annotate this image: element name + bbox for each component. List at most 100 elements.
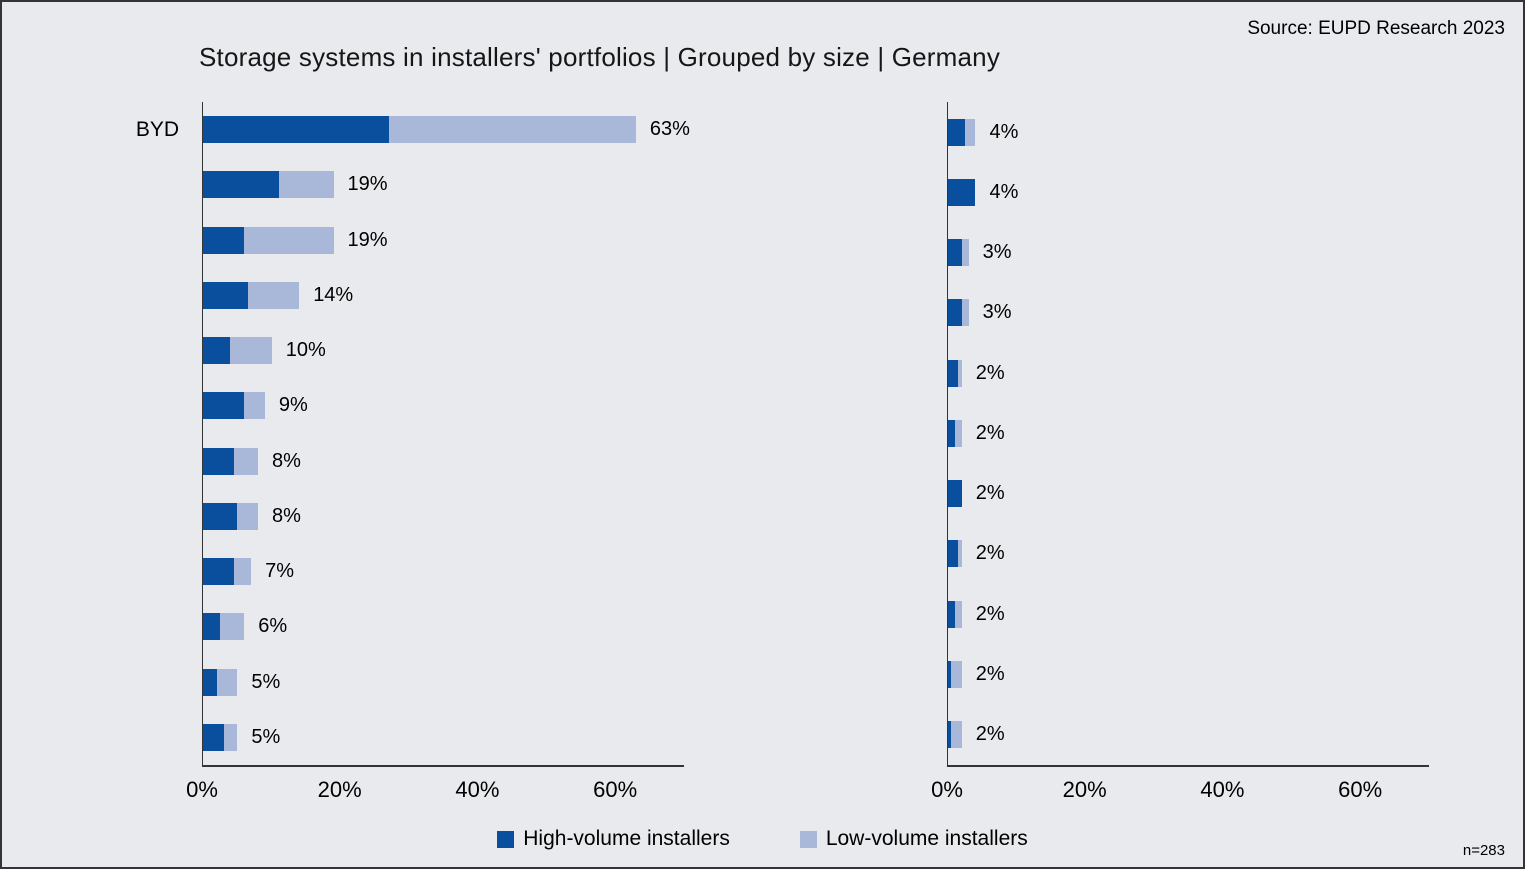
bar-track: 9% <box>203 392 684 420</box>
bar-segment-low-volume <box>961 299 969 327</box>
bar-track: 2% <box>948 419 1429 447</box>
bar-segment-high-volume <box>948 480 962 508</box>
bar-row: 7% <box>203 558 684 586</box>
bar-value-label: 19% <box>347 228 388 251</box>
bar-row: 9% <box>203 392 684 420</box>
bar-row: 2% <box>948 359 1429 387</box>
legend-swatch-high-volume <box>497 830 515 848</box>
x-tick-label: 0% <box>931 777 963 802</box>
bar-row: 2% <box>948 480 1429 508</box>
bar-segment-low-volume <box>958 540 962 568</box>
bar-row: 2% <box>948 540 1429 568</box>
bar-segment-low-volume <box>951 721 962 749</box>
bar-value-label: 8% <box>271 449 301 472</box>
legend-label-low-volume: Low-volume installers <box>825 827 1028 850</box>
bar-track: 4% <box>948 118 1429 146</box>
bar-segment-high-volume <box>203 171 279 199</box>
bar-row: BYD 63% <box>136 116 690 144</box>
bar-track: 7% <box>203 558 684 586</box>
bar-track: 19% <box>203 171 684 199</box>
bar-track: 14% <box>203 281 684 309</box>
chart-high-detail-left: BYD 63% 19% 19% 14% 10% 9% 8% 8% 7% 6% 5% 5% 0% 20% 40… <box>136 102 690 807</box>
bar-row: 19% <box>203 171 684 199</box>
chart-low-detail-right: 4% 4% 3% 3% 2% 2% 2% 2% 2% 2% 2% 0% 20% 40% 60% <box>931 102 1429 807</box>
bar-row: 6% <box>203 613 684 641</box>
bar-segment-high-volume <box>948 299 962 327</box>
x-axis-ticks: 0% 20% 40% 60% <box>931 767 1429 807</box>
bar-segment-high-volume <box>203 558 234 586</box>
chart-title: Storage systems in installers' portfolio… <box>199 42 1001 72</box>
bar-value-label: 14% <box>313 283 354 306</box>
bar-row: 5% <box>203 723 684 751</box>
bar-track: 2% <box>948 721 1429 749</box>
bar-track: 5% <box>203 723 684 751</box>
bar-segment-low-volume <box>244 226 334 254</box>
bar-row: 5% <box>203 668 684 696</box>
bar-segment-high-volume <box>948 419 955 447</box>
bar-track: 4% <box>948 178 1429 206</box>
bar-value-label: 2% <box>975 361 1005 384</box>
plot-area: 4% 4% 3% 3% 2% 2% 2% 2% 2% 2% 2% <box>947 102 1429 767</box>
bar-segment-high-volume <box>203 116 389 144</box>
x-tick-label: 20% <box>317 777 362 802</box>
x-tick-label: 0% <box>186 777 218 802</box>
bar-value-label: 2% <box>975 602 1005 625</box>
bar-track: 2% <box>948 359 1429 387</box>
bar-segment-low-volume <box>220 613 245 641</box>
bar-row: 4% <box>948 118 1429 146</box>
bar-row: 3% <box>948 299 1429 327</box>
bar-segment-low-volume <box>230 337 272 365</box>
bar-row: 14% <box>203 281 684 309</box>
bar-segment-high-volume <box>203 392 245 420</box>
bar-segment-high-volume <box>203 668 217 696</box>
bar-row: 8% <box>203 502 684 530</box>
bar-value-label: 4% <box>989 180 1019 203</box>
bar-row: 19% <box>203 226 684 254</box>
bar-track: 19% <box>203 226 684 254</box>
bar-value-label: 7% <box>265 560 294 583</box>
bar-segment-low-volume <box>247 281 300 309</box>
x-tick-label: 60% <box>593 777 638 802</box>
bar-track: 5% <box>203 668 684 696</box>
bar-row: 2% <box>948 600 1429 628</box>
bar-track: 63% <box>203 116 690 144</box>
bar-segment-low-volume <box>278 171 334 199</box>
bar-segment-low-volume <box>961 239 969 267</box>
bar-row: 2% <box>948 419 1429 447</box>
bar-track: 10% <box>203 337 684 365</box>
source-text: Source: EUPD Research 2023 <box>1247 18 1505 39</box>
bar-value-label: 19% <box>347 173 388 196</box>
bar-row: 10% <box>203 337 684 365</box>
x-tick-label: 40% <box>1200 777 1245 802</box>
bar-segment-low-volume <box>223 723 238 751</box>
bar-value-label: 4% <box>989 120 1019 143</box>
category-label: BYD <box>135 117 179 141</box>
bar-track: 2% <box>948 600 1429 628</box>
x-tick-label: 40% <box>455 777 500 802</box>
bar-value-label: 2% <box>975 482 1005 505</box>
bar-row: 3% <box>948 239 1429 267</box>
bar-row: 2% <box>948 661 1429 689</box>
bar-value-label: 2% <box>975 663 1005 686</box>
legend-item-low-volume: Low-volume installers <box>799 827 1028 851</box>
bar-row: 2% <box>948 721 1429 749</box>
bar-segment-high-volume <box>948 178 976 206</box>
bar-segment-high-volume <box>203 502 238 530</box>
plot-area: BYD 63% 19% 19% 14% 10% 9% 8% 8% 7% 6% 5% 5% <box>136 102 690 767</box>
bar-value-label: 10% <box>285 339 326 362</box>
bar-track: 2% <box>948 661 1429 689</box>
bar-row: 8% <box>203 447 684 475</box>
bar-segment-low-volume <box>965 118 976 146</box>
bar-segment-low-volume <box>216 668 238 696</box>
bar-value-label: 2% <box>975 542 1005 565</box>
sample-size-text: n=283 <box>1462 842 1505 859</box>
bar-track: 8% <box>203 447 684 475</box>
legend-label-high-volume: High-volume installers <box>523 827 730 850</box>
bar-row: 4% <box>948 178 1429 206</box>
bar-segment-low-volume <box>388 116 636 144</box>
bar-value-label: 63% <box>649 118 690 141</box>
bar-segment-high-volume <box>203 613 221 641</box>
bar-segment-low-volume <box>233 558 252 586</box>
bar-segment-low-volume <box>954 600 962 628</box>
